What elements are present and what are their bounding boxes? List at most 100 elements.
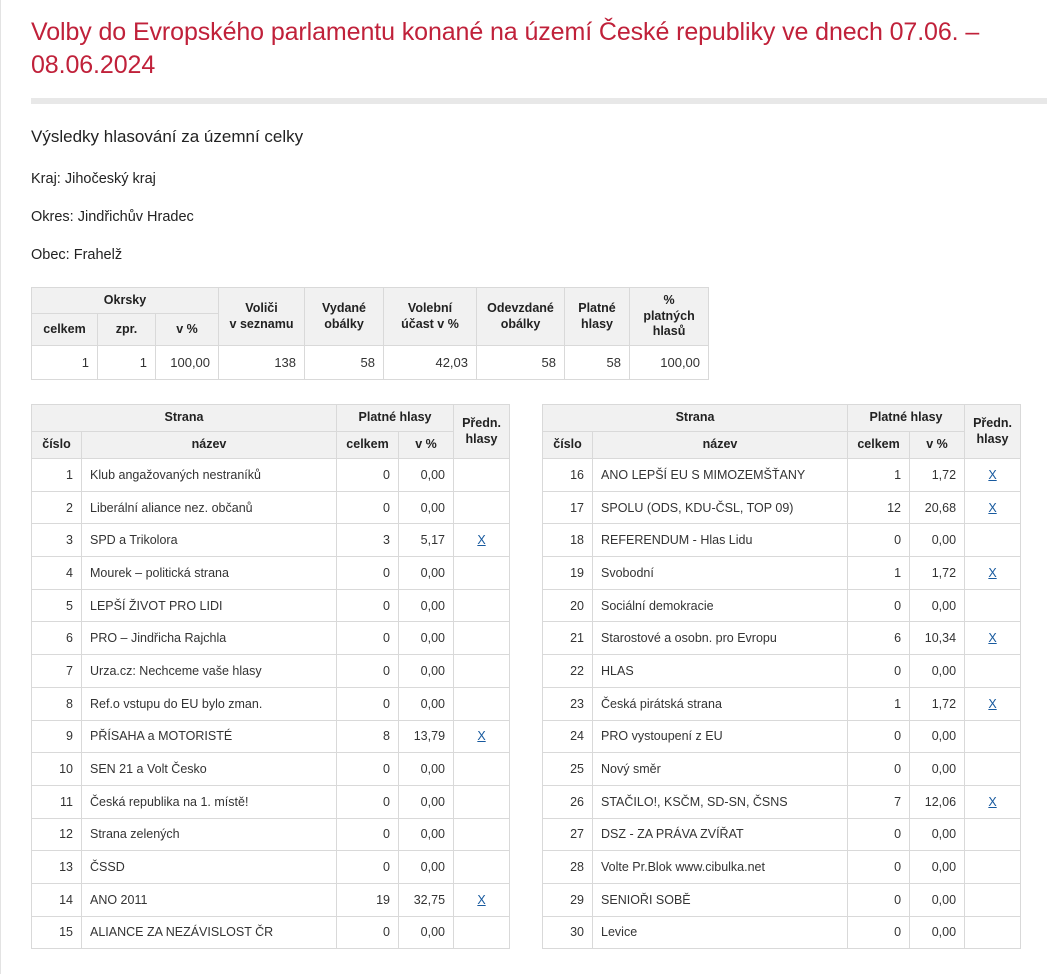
party-votes-total: 7 [847,784,911,819]
party-number: 18 [542,523,594,558]
preferential-votes-link[interactable]: X [477,892,486,907]
party-name: Česká pirátská strana [592,686,849,721]
party-name: SPOLU (ODS, KDU-ČSL, TOP 09) [592,490,849,525]
party-votes-percent: 0,00 [397,458,455,492]
table-row: 3 SPD a Trikolora 3 5,17 X [31,523,511,558]
party-number: 12 [31,817,82,852]
preferential-votes-link[interactable]: X [477,533,486,548]
preferential-votes-link[interactable]: X [988,696,997,711]
party-preferential-votes-cell [964,719,1022,754]
table-row: 13 ČSSD 0 0,00 [31,850,511,884]
party-number: 14 [31,882,82,917]
summary-header-platne-hlasy: Platné hlasy [564,287,631,346]
party-votes-total: 0 [336,752,399,786]
party-votes-percent: 0,00 [909,588,966,623]
party-votes-percent: 32,75 [397,882,455,917]
party-name: Urza.cz: Nechceme vaše hlasy [81,654,337,688]
party-votes-percent: 0,00 [397,556,455,590]
party-preferential-votes-cell [453,752,511,786]
party-preferential-votes-cell [964,752,1022,786]
party-number: 11 [31,784,82,819]
party-name: SENIOŘI SOBĚ [592,882,849,917]
party-preferential-votes-cell [453,621,511,656]
party-right-predn-line2: hlasy [976,431,1009,446]
party-left-header-predn-hlasy: Předn. hlasy [453,404,511,459]
summary-header-ucast-line1: Volební [407,300,453,315]
party-right-predn-line1: Předn. [973,415,1012,430]
party-preferential-votes-cell[interactable]: X [964,784,1022,819]
summary-header-ucast-line2: účast v % [401,316,459,331]
party-name: PRO vystoupení z EU [592,719,849,754]
party-preferential-votes-cell [453,588,511,623]
party-preferential-votes-cell [964,915,1022,950]
party-name: Česká republika na 1. místě! [81,784,337,819]
party-name: PŘÍSAHA a MOTORISTÉ [81,719,337,754]
summary-header-okrsky-celkem: celkem [31,313,98,346]
party-number: 21 [542,621,594,656]
table-row: 24 PRO vystoupení z EU 0 0,00 [542,719,1022,754]
summary-cell-vydane-obalky: 58 [304,345,385,380]
section-heading: Výsledky hlasování za územní celky [31,127,304,146]
party-votes-percent: 0,00 [909,850,966,884]
party-name: PRO – Jindřicha Rajchla [81,621,337,656]
party-right-header-nazev: název [592,431,849,459]
table-row: 19 Svobodní 1 1,72 X [542,556,1022,590]
table-row: 21 Starostové a osobn. pro Evropu 6 10,34 X [542,621,1022,656]
party-votes-total: 0 [336,621,399,656]
party-number: 16 [542,458,594,492]
table-row: 25 Nový směr 0 0,00 [542,752,1022,786]
party-preferential-votes-cell [453,458,511,492]
party-preferential-votes-cell[interactable]: X [964,556,1022,590]
party-preferential-votes-cell[interactable]: X [964,686,1022,721]
summary-header-vydane-line1: Vydané [322,300,367,315]
party-votes-percent: 0,00 [909,915,966,950]
summary-header-volici-line2: v seznamu [229,316,294,331]
party-votes-percent: 0,00 [909,523,966,558]
party-votes-percent: 0,00 [909,882,966,917]
summary-cell-okrsky-vproc: 100,00 [154,345,220,380]
preferential-votes-link[interactable]: X [988,467,997,482]
party-votes-total: 0 [336,556,399,590]
table-row: 2 Liberální aliance nez. občanů 0 0,00 [31,490,511,525]
summary-cell-proc-platnych: 100,00 [629,345,710,380]
party-votes-percent: 0,00 [397,817,455,852]
party-name: Klub angažovaných nestraníků [81,458,337,492]
party-preferential-votes-cell[interactable]: X [964,621,1022,656]
party-preferential-votes-cell[interactable]: X [453,523,511,558]
party-right-body: 16 ANO LEPŠÍ EU S MIMOZEMŠŤANY 1 1,72 X 17 SPO… [542,458,1022,950]
turnout-summary-table: Okrsky Voliči v seznamu Vydané obálky Vo… [30,287,710,380]
summary-header-proc-platnych: % platných hlasů [629,287,710,346]
party-left-header-cislo: číslo [31,431,82,459]
party-preferential-votes-cell [453,817,511,852]
party-preferential-votes-cell[interactable]: X [453,882,511,917]
table-row: 11 Česká republika na 1. místě! 0 0,00 [31,784,511,819]
summary-cell-platne-hlasy: 58 [564,345,631,380]
party-name: STAČILO!, KSČM, SD-SN, ČSNS [592,784,849,819]
table-row: 26 STAČILO!, KSČM, SD-SN, ČSNS 7 12,06 X [542,784,1022,819]
preferential-votes-link[interactable]: X [988,500,997,515]
party-preferential-votes-cell [964,817,1022,852]
party-right-group-platne-hlasy: Platné hlasy [847,404,966,432]
party-right-header-predn-hlasy: Předn. hlasy [964,404,1022,459]
table-row: 20 Sociální demokracie 0 0,00 [542,588,1022,623]
party-number: 3 [31,523,82,558]
party-number: 22 [542,654,594,688]
party-number: 25 [542,752,594,786]
preferential-votes-link[interactable]: X [988,794,997,809]
preferential-votes-link[interactable]: X [988,565,997,580]
party-preferential-votes-cell[interactable]: X [964,490,1022,525]
party-votes-total: 1 [847,458,911,492]
party-preferential-votes-cell[interactable]: X [453,719,511,754]
preferential-votes-link[interactable]: X [477,729,486,744]
party-votes-percent: 0,00 [397,490,455,525]
party-name: Nový směr [592,752,849,786]
party-votes-total: 19 [336,882,399,917]
preferential-votes-link[interactable]: X [988,631,997,646]
party-votes-total: 3 [336,523,399,558]
location-obec: Obec: Frahelž [31,247,123,263]
party-votes-percent: 10,34 [909,621,966,656]
party-right-header-cislo: číslo [542,431,594,459]
party-votes-percent: 13,79 [397,719,455,754]
table-row: 22 HLAS 0 0,00 [542,654,1022,688]
party-preferential-votes-cell[interactable]: X [964,458,1022,492]
